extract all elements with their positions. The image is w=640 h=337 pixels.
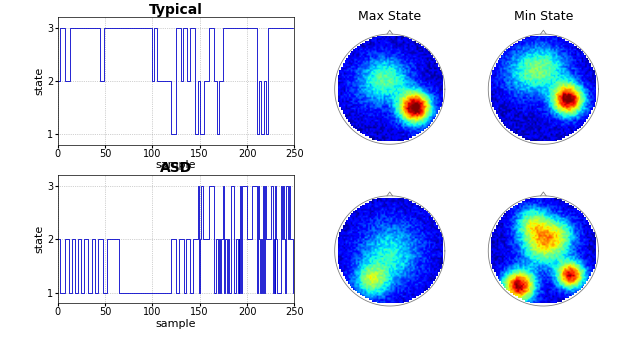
PathPatch shape (280, 0, 500, 200)
PathPatch shape (280, 141, 500, 337)
PathPatch shape (433, 0, 640, 200)
Title: Typical: Typical (149, 3, 203, 17)
Title: Min State: Min State (514, 10, 573, 23)
Y-axis label: state: state (35, 67, 44, 95)
Title: Max State: Max State (358, 10, 421, 23)
X-axis label: sample: sample (156, 160, 196, 171)
Y-axis label: state: state (35, 225, 44, 253)
PathPatch shape (433, 141, 640, 337)
Title: ASD: ASD (160, 161, 192, 175)
X-axis label: sample: sample (156, 319, 196, 329)
